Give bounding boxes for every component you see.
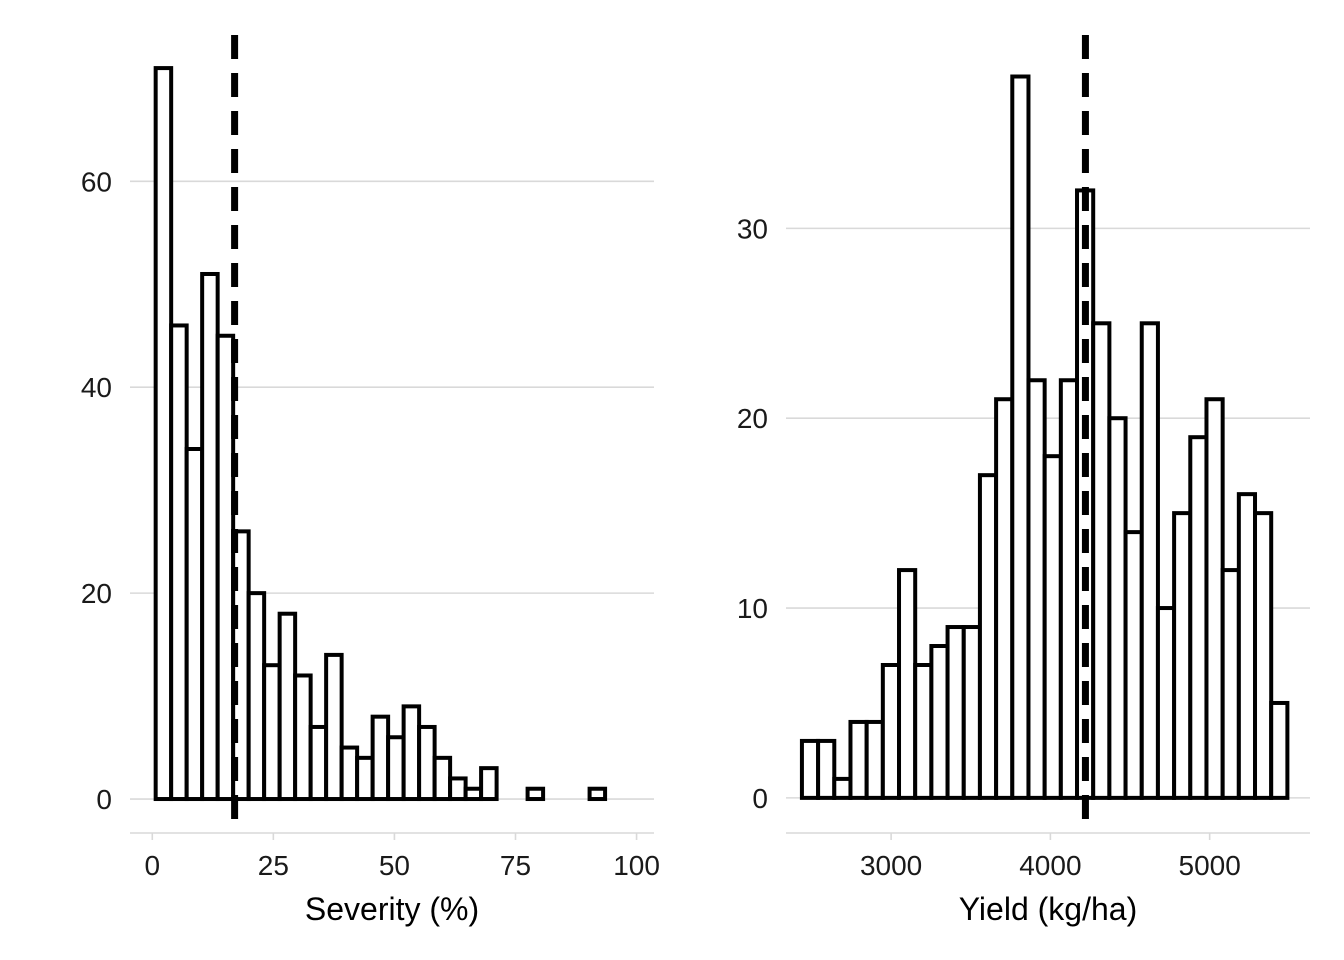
severity-histogram-bar [169, 323, 189, 802]
yield-histogram-bar [1220, 568, 1241, 800]
severity-histogram-bar [587, 786, 608, 802]
yield-histogram-bar [1026, 378, 1047, 800]
yield-histogram-bar [880, 662, 902, 800]
yield-histogram-bar [1155, 606, 1177, 800]
severity-histogram-bar [293, 673, 313, 802]
yield-y-tick-label: 10 [737, 593, 768, 624]
severity-histogram-bar [200, 271, 220, 802]
severity-histogram-bar [324, 652, 344, 802]
severity-histogram-bar [417, 724, 437, 802]
severity-y-tick-label: 60 [81, 166, 112, 197]
severity-histogram-bar [339, 745, 360, 802]
yield-y-tick-label: 30 [737, 213, 768, 244]
severity-histogram-bar [401, 704, 422, 802]
yield-histogram-panel: 0 10 20 30 3000 4000 5000 Yield (kg/ha) [737, 35, 1310, 927]
yield-histogram-bar [1010, 74, 1031, 800]
severity-histogram-bar [215, 333, 236, 802]
yield-histogram-bar [1123, 530, 1144, 800]
yield-histogram-bar [897, 568, 918, 800]
yield-x-tick-label: 4000 [1019, 850, 1081, 881]
severity-y-tick-label: 40 [81, 372, 112, 403]
yield-histogram-bar [799, 738, 821, 800]
severity-histogram-bar [448, 776, 468, 802]
severity-histogram-bar [308, 724, 329, 802]
yield-histogram-bar [929, 644, 950, 800]
yield-histogram-bar [961, 625, 982, 800]
severity-histogram-bar [355, 755, 375, 802]
yield-histogram-bar [1172, 511, 1193, 800]
yield-histogram-bar [1091, 321, 1112, 800]
yield-histogram-bar [816, 738, 837, 800]
severity-histogram-bar [246, 591, 267, 802]
severity-histogram-bar [463, 786, 484, 802]
severity-x-tick-label: 75 [500, 850, 531, 881]
yield-histogram-bar [848, 719, 869, 800]
severity-histogram-bar [262, 663, 282, 802]
severity-histogram-bar [153, 66, 174, 802]
severity-y-tick-label: 20 [81, 578, 112, 609]
yield-histogram-bar [913, 662, 934, 800]
yield-histogram-bar [1058, 378, 1080, 800]
severity-x-tick-label: 0 [144, 850, 160, 881]
severity-y-tick-label: 0 [96, 784, 112, 815]
severity-x-tick-label: 25 [258, 850, 289, 881]
severity-histogram-bar [432, 755, 453, 802]
severity-histogram-bar [277, 611, 298, 802]
yield-histogram-bar [994, 397, 1015, 800]
yield-histogram-bar [1253, 511, 1274, 800]
yield-histogram-bar [864, 719, 885, 800]
severity-histogram-bar [386, 735, 406, 802]
severity-x-tick-label: 100 [613, 850, 660, 881]
yield-histogram-bar [1236, 492, 1258, 800]
yield-histogram-bar [1188, 435, 1209, 800]
yield-y-tick-label: 0 [752, 783, 768, 814]
yield-histogram-bar [832, 776, 853, 800]
yield-histogram-bar [945, 625, 966, 800]
yield-x-axis-label: Yield (kg/ha) [959, 891, 1137, 927]
severity-x-tick-label: 50 [379, 850, 410, 881]
yield-histogram-bar [1204, 397, 1225, 800]
yield-histogram-bar [1139, 321, 1160, 800]
severity-histogram-bar [525, 786, 546, 802]
severity-histogram-bar [184, 447, 205, 802]
yield-histogram-bar [1269, 700, 1290, 800]
severity-histogram-bar [479, 766, 499, 802]
severity-histogram-bar [370, 714, 391, 802]
yield-y-tick-label: 20 [737, 403, 768, 434]
severity-x-axis-label: Severity (%) [305, 891, 479, 927]
yield-histogram-bar [1107, 416, 1128, 800]
yield-histogram-bar [1042, 454, 1063, 800]
yield-x-tick-label: 5000 [1179, 850, 1241, 881]
yield-histogram-bar [977, 473, 999, 800]
yield-x-tick-label: 3000 [860, 850, 922, 881]
severity-histogram-panel: 0 20 40 60 0 25 50 75 100 Severity (%) [81, 35, 660, 927]
